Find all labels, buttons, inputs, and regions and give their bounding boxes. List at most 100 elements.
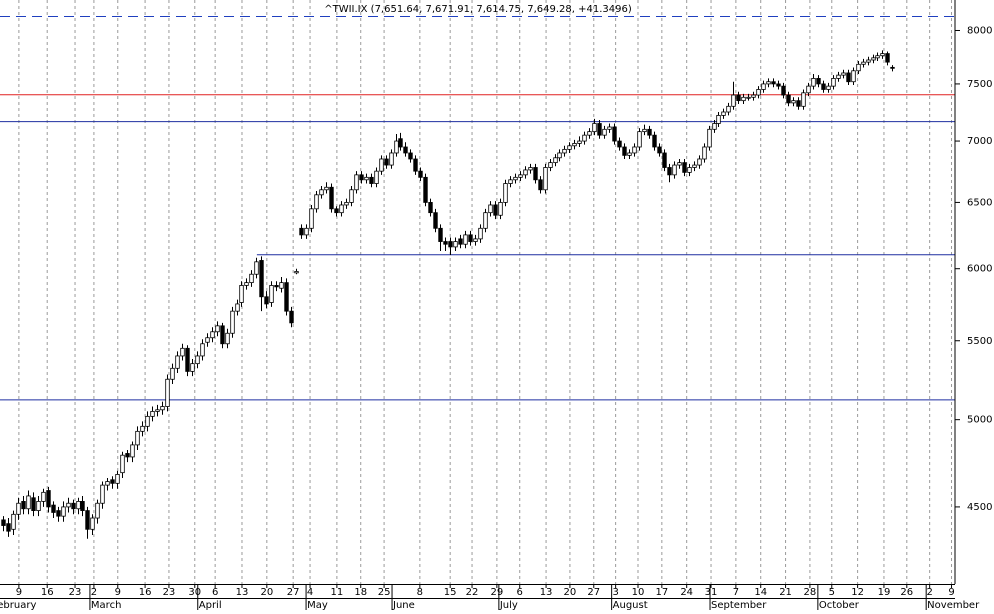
candle-body	[319, 189, 324, 196]
x-tick-label: 20	[260, 587, 273, 598]
candle-body	[369, 176, 374, 184]
candle-body	[274, 285, 279, 288]
x-tick-label: 4	[307, 587, 313, 598]
candle-body	[433, 212, 438, 229]
candle-body	[170, 367, 175, 380]
candle-body	[120, 454, 125, 474]
candle-body	[493, 204, 498, 216]
candle-body	[1, 519, 6, 526]
candle-body	[702, 146, 707, 160]
candle-body	[871, 57, 876, 61]
candle-body	[155, 409, 160, 412]
candle-body	[721, 111, 726, 116]
candle-body	[110, 479, 115, 484]
candle-body	[210, 331, 215, 339]
candle-body	[831, 78, 836, 87]
candle-body	[528, 167, 533, 171]
x-tick-label: 13	[540, 587, 553, 598]
y-tick-label: 4500	[967, 502, 992, 513]
candle-body	[731, 94, 736, 107]
x-tick-label: 8	[417, 587, 423, 598]
candle-body	[394, 140, 399, 154]
candle-body	[200, 343, 205, 357]
x-tick-label: 2	[91, 587, 97, 598]
candle-body	[349, 189, 354, 203]
candle-body	[364, 176, 369, 181]
x-tick-label: 16	[41, 587, 54, 598]
candle-body	[205, 337, 210, 343]
candle-body	[647, 128, 652, 136]
candle-body	[736, 94, 741, 102]
x-tick-label: 24	[680, 587, 693, 598]
candle-body	[26, 495, 31, 510]
candle-body	[707, 128, 712, 148]
candle-body	[811, 78, 816, 87]
candle-body	[677, 162, 682, 166]
x-tick-label: 3	[612, 587, 618, 598]
candle-body	[160, 406, 165, 411]
candle-body	[826, 85, 831, 90]
candle-body	[751, 94, 756, 98]
x-tick-label: 30	[188, 587, 201, 598]
candle-body	[230, 310, 235, 334]
candle-body	[687, 167, 692, 173]
x-tick-label: 31	[705, 587, 718, 598]
x-tick-label: 26	[900, 587, 913, 598]
candle-body	[816, 78, 821, 85]
candle-body	[726, 105, 731, 113]
candle-body	[498, 202, 503, 216]
candle-body	[299, 227, 304, 236]
month-label: February	[0, 600, 36, 610]
candle-body	[766, 81, 771, 85]
y-tick-label: 8000	[967, 25, 992, 36]
candle-body	[438, 227, 443, 242]
candle-body	[225, 332, 230, 345]
candle-body	[314, 194, 319, 210]
candle-body	[220, 325, 225, 345]
x-tick-label: 19	[878, 587, 891, 598]
candle-body	[289, 310, 294, 324]
candle-body	[602, 128, 607, 136]
candle-body	[254, 261, 259, 275]
candle-body	[115, 474, 120, 484]
x-tick-label: 14	[754, 587, 767, 598]
candle-body	[71, 502, 76, 510]
candle-body	[463, 234, 468, 245]
candle-body	[543, 167, 548, 191]
candle-body	[781, 85, 786, 96]
candle-body	[836, 74, 841, 79]
candle-body	[46, 490, 51, 508]
candle-body	[90, 517, 95, 530]
month-label: November	[927, 600, 980, 610]
candle-body	[6, 523, 11, 532]
candle-body	[180, 347, 185, 357]
y-tick-label: 6000	[967, 264, 992, 275]
candle-body	[642, 128, 647, 133]
candle-body	[249, 273, 254, 284]
x-tick-label: 9	[115, 587, 121, 598]
x-tick-label: 23	[163, 587, 176, 598]
candle-body	[875, 55, 880, 59]
candle-body	[453, 241, 458, 248]
month-label: August	[613, 600, 648, 610]
grid	[18, 0, 953, 584]
candle-body	[587, 131, 592, 136]
candle-body	[130, 444, 135, 458]
candle-body	[483, 212, 488, 229]
candle-body	[503, 183, 508, 203]
candle-body	[637, 131, 642, 148]
candle-body	[379, 158, 384, 172]
candle-body	[105, 481, 110, 486]
candle-body	[652, 134, 657, 148]
candle-body	[776, 83, 781, 87]
candle-body	[851, 70, 856, 83]
candle-body	[384, 158, 389, 166]
x-tick-label: 13	[236, 587, 249, 598]
reference-lines	[0, 16, 955, 401]
candle-body	[697, 158, 702, 166]
candle-body	[56, 510, 61, 517]
x-tick-label: 22	[466, 587, 479, 598]
